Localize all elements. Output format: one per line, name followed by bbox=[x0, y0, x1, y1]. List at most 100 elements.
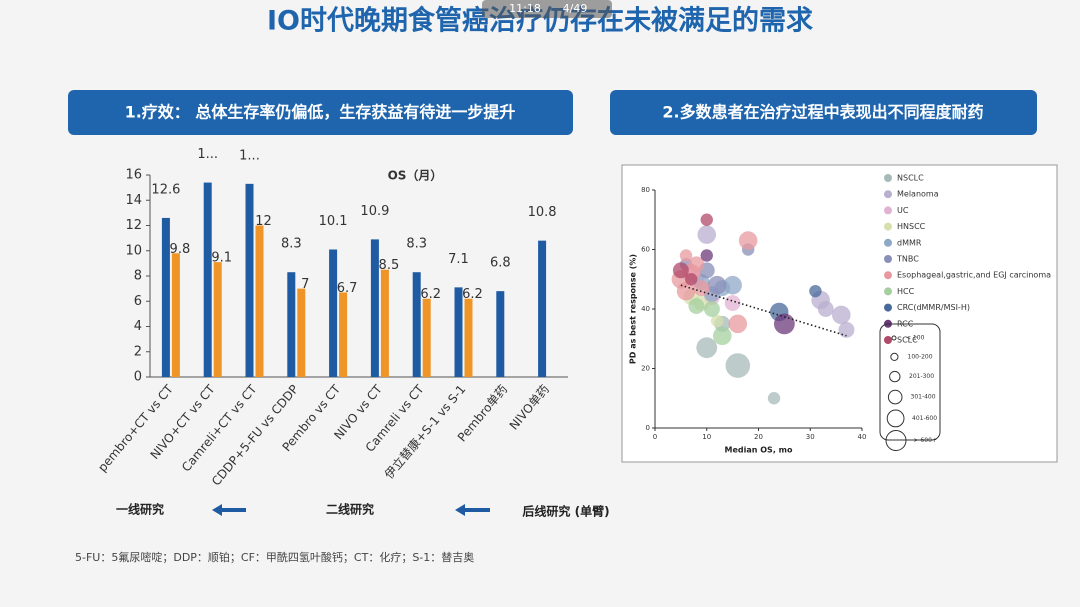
panel-header bbox=[68, 90, 573, 135]
bubble bbox=[707, 275, 727, 295]
legend-swatch bbox=[884, 303, 892, 312]
size-legend-circle bbox=[890, 352, 899, 361]
bar bbox=[538, 240, 547, 377]
bar bbox=[203, 182, 212, 377]
size-legend-label: 201-300 bbox=[909, 373, 934, 380]
y-tick-label: 10 bbox=[125, 243, 142, 258]
bubble bbox=[697, 225, 717, 244]
legend-label: NSCLC bbox=[897, 174, 924, 183]
size-legend-label: < 100 bbox=[906, 335, 925, 342]
size-legend-label: 100-200 bbox=[908, 353, 933, 360]
bar bbox=[213, 262, 222, 377]
y-tick-label: 2 bbox=[134, 344, 142, 359]
legend-swatch bbox=[884, 174, 892, 182]
y-tick-label: 4 bbox=[134, 319, 142, 334]
bar bbox=[454, 287, 463, 377]
status-overlay bbox=[482, 0, 612, 18]
bar bbox=[329, 249, 338, 377]
x-axis-label: Median OS, mo bbox=[725, 446, 793, 455]
bar bbox=[339, 292, 348, 377]
value-label: 7.1 bbox=[448, 252, 469, 267]
bar bbox=[255, 225, 264, 377]
bubble bbox=[672, 262, 689, 279]
bubble bbox=[688, 256, 705, 273]
legend-swatch bbox=[884, 238, 892, 247]
bubble bbox=[685, 273, 698, 286]
x-tick-label: 20 bbox=[754, 433, 763, 441]
bar bbox=[496, 291, 505, 377]
bubble bbox=[725, 353, 751, 378]
legend-label: HNSCC bbox=[897, 222, 926, 231]
trend-line bbox=[680, 284, 847, 337]
size-legend-circle bbox=[889, 370, 901, 383]
legend-swatch bbox=[884, 271, 892, 280]
size-legend-label: 401-600 bbox=[912, 415, 937, 422]
legend-swatch bbox=[884, 255, 892, 263]
y-tick-label: 80 bbox=[641, 186, 650, 194]
bubble bbox=[700, 249, 713, 262]
bar bbox=[171, 253, 180, 377]
size-legend-circle bbox=[887, 389, 903, 405]
bubble bbox=[809, 284, 822, 298]
bubble bbox=[767, 392, 781, 405]
bubble bbox=[700, 213, 713, 226]
legend-label: HCC bbox=[897, 287, 915, 296]
chart-title: OS（月） bbox=[388, 168, 443, 183]
value-label: 8.3 bbox=[406, 237, 427, 252]
y-tick-label: 16 bbox=[125, 168, 142, 183]
panel-header-text: 1.疗效： 总体生存率仍偏低，生存获益有待进一步提升 bbox=[125, 103, 516, 122]
value-label: 6.8 bbox=[490, 256, 511, 271]
y-axis-label: PD as best response (%) bbox=[629, 254, 638, 364]
bubble bbox=[817, 301, 834, 317]
x-tick-label: 10 bbox=[702, 433, 711, 441]
x-tick-label: 30 bbox=[806, 433, 815, 441]
value-label: 10.9 bbox=[360, 204, 389, 219]
status-page: 4/49 bbox=[563, 2, 588, 15]
value-label: 8.5 bbox=[379, 258, 400, 273]
bubble bbox=[693, 280, 710, 297]
y-tick-label: 0 bbox=[646, 424, 650, 432]
bar bbox=[297, 288, 306, 377]
legend-label: CRC(dMMR/MSI-H) bbox=[897, 303, 970, 312]
arrow bbox=[455, 504, 490, 516]
bubble bbox=[703, 301, 720, 317]
legend-swatch bbox=[884, 336, 892, 344]
bubble bbox=[710, 314, 724, 328]
y-tick-label: 20 bbox=[641, 365, 650, 373]
study-line: 二线研究 bbox=[326, 502, 374, 517]
y-tick-label: 8 bbox=[134, 269, 142, 284]
bar bbox=[380, 269, 389, 377]
value-label: 1... bbox=[239, 148, 260, 163]
legend-swatch bbox=[884, 287, 892, 296]
bubble bbox=[713, 326, 732, 346]
bar bbox=[370, 239, 379, 377]
size-legend-box bbox=[879, 323, 941, 441]
x-tick-label: 0 bbox=[653, 433, 657, 441]
value-label: 9.8 bbox=[170, 242, 191, 257]
bubble bbox=[738, 231, 758, 250]
value-label: 7 bbox=[301, 277, 309, 292]
y-tick-label: 0 bbox=[134, 370, 142, 385]
legend-label: UC bbox=[897, 206, 909, 215]
size-legend-label: > 600+ bbox=[914, 437, 937, 444]
bar bbox=[464, 298, 473, 377]
y-tick-label: 14 bbox=[125, 193, 142, 208]
value-label: 9.1 bbox=[211, 251, 232, 266]
value-label: 1... bbox=[197, 147, 218, 162]
y-tick-label: 6 bbox=[134, 294, 142, 309]
size-legend-circle bbox=[886, 409, 905, 428]
value-label: 10.8 bbox=[528, 205, 557, 220]
status-time: 11:18 bbox=[509, 2, 541, 15]
value-label: 12 bbox=[255, 214, 272, 229]
bubble bbox=[728, 314, 748, 334]
value-label: 12.6 bbox=[151, 182, 180, 197]
y-tick-label: 12 bbox=[125, 218, 142, 233]
value-label: 6.7 bbox=[337, 281, 358, 296]
legend-label: dMMR bbox=[897, 238, 922, 247]
bar bbox=[161, 217, 170, 377]
arrow bbox=[212, 504, 246, 516]
bubble bbox=[688, 298, 705, 314]
bubble bbox=[724, 295, 741, 311]
bubble bbox=[773, 313, 795, 335]
bubble bbox=[832, 305, 851, 325]
